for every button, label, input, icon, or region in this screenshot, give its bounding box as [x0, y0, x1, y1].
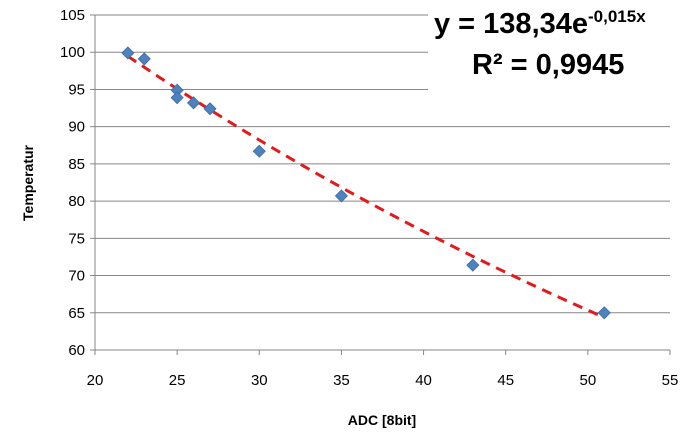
- data-point: [252, 144, 266, 158]
- trendline-equation: y = 138,34e-0,015x: [434, 7, 646, 40]
- y-tick-label: 105: [60, 7, 85, 24]
- x-tick-labels: 20 25 30 35 40 45 50 55: [87, 372, 679, 389]
- y-tick-label: 90: [68, 119, 85, 136]
- y-tick-label: 100: [60, 44, 85, 61]
- y-tick-label: 95: [68, 81, 85, 98]
- equation-main: y = 138,34e: [434, 8, 588, 40]
- y-tick-label: 65: [68, 305, 85, 322]
- y-axis-title: Temperatur: [20, 144, 36, 221]
- data-point: [334, 189, 348, 203]
- data-point: [137, 52, 151, 66]
- equation-exponent: -0,015x: [588, 7, 646, 26]
- y-tick-labels: 60 65 70 75 80 85 90 95 100 105: [60, 7, 85, 359]
- data-point: [187, 96, 201, 110]
- trendline: [127, 55, 605, 319]
- data-point: [203, 102, 217, 116]
- data-points: [121, 46, 611, 320]
- x-tick-label: 45: [497, 372, 514, 389]
- x-tick-label: 25: [169, 372, 186, 389]
- data-point: [170, 91, 184, 105]
- y-tick-label: 80: [68, 193, 85, 210]
- data-point: [466, 258, 480, 272]
- data-point: [597, 306, 611, 320]
- y-tick-label: 60: [68, 342, 85, 359]
- y-tick-label: 70: [68, 268, 85, 285]
- x-tick-label: 55: [662, 372, 679, 389]
- data-point: [121, 46, 135, 60]
- gridlines: [95, 14, 670, 314]
- axes: [90, 14, 671, 355]
- x-tick-label: 20: [87, 372, 104, 389]
- x-tick-label: 50: [580, 372, 597, 389]
- x-tick-label: 40: [415, 372, 432, 389]
- x-axis-title: ADC [8bit]: [348, 412, 416, 428]
- r-squared: R² = 0,9945: [472, 49, 624, 81]
- y-tick-label: 75: [68, 230, 85, 247]
- x-tick-label: 35: [333, 372, 350, 389]
- x-tick-label: 30: [251, 372, 268, 389]
- y-tick-label: 85: [68, 156, 85, 173]
- equation-background: [428, 4, 680, 90]
